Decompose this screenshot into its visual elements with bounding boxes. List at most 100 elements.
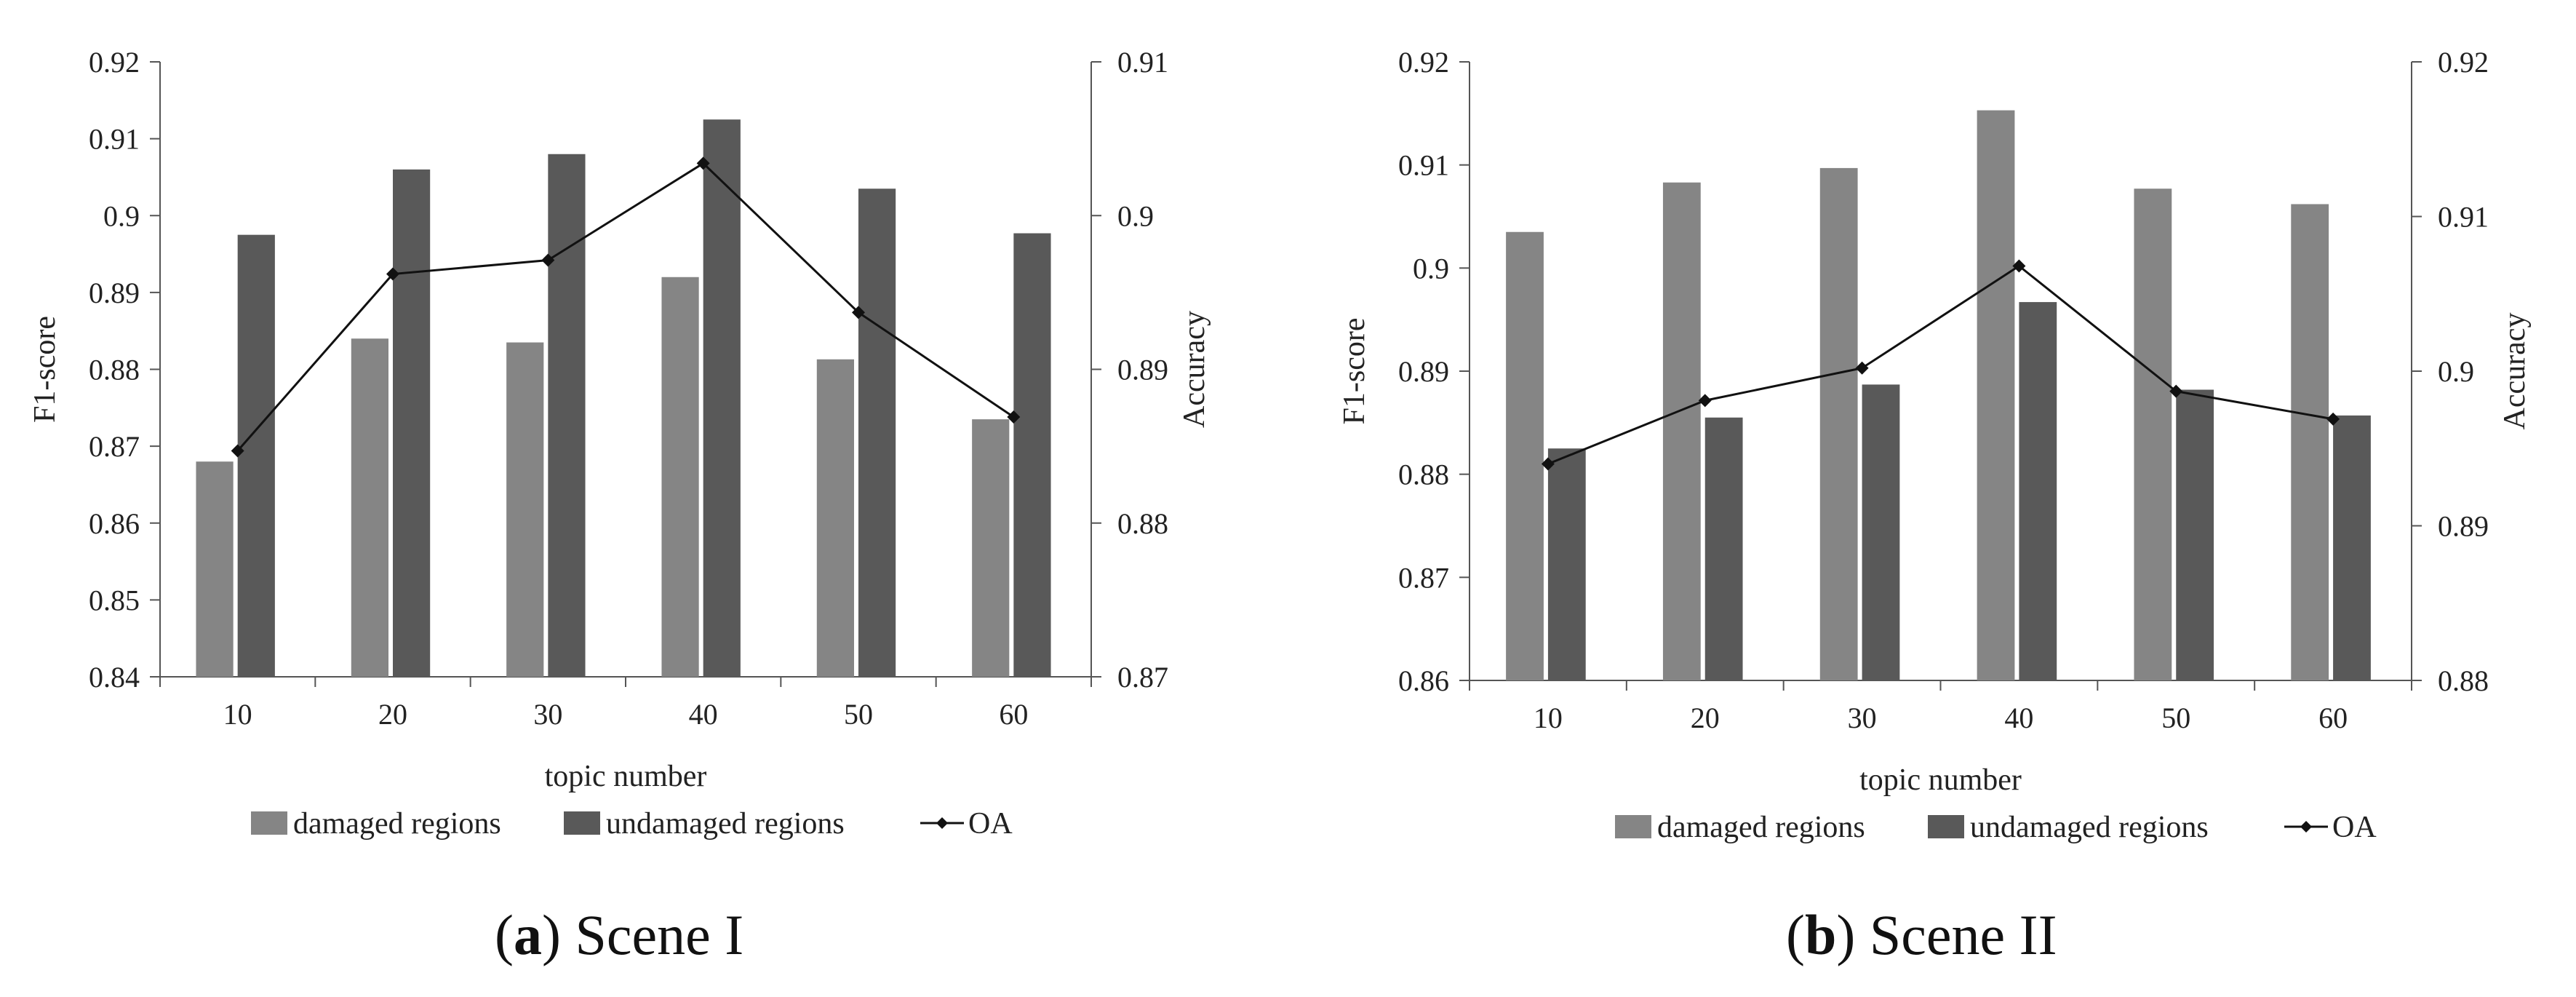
y2-axis-label: Accuracy	[2498, 313, 2532, 430]
bar-undamaged-regions	[2333, 415, 2371, 680]
legend-label: damaged regions	[1657, 811, 1865, 844]
caption-text: Scene I	[575, 903, 744, 966]
y-axis-label: F1-score	[1338, 318, 1371, 425]
bar-undamaged-regions	[1704, 417, 1743, 680]
chart-scene-2: 0.86 0.87 0.88 0.89 0.9 0.91 0.92 0.88 0.89 0.9 0.…	[1338, 46, 2532, 844]
left-y-tick-label: 0.87	[1398, 561, 1449, 594]
legend-swatch-damaged-regions	[1615, 815, 1651, 838]
right-y-tick-label: 0.9	[1117, 199, 1154, 232]
x-tick-label: 10	[1534, 702, 1563, 734]
oa-point	[231, 444, 244, 458]
caption-scene-1: (a) Scene I	[495, 903, 744, 966]
right-y-tick-label: 0.91	[1117, 46, 1168, 79]
oa-point	[2326, 412, 2340, 426]
right-y-tick-label: 0.89	[2438, 510, 2489, 543]
x-tick-label: 20	[378, 698, 407, 731]
left-y-tick-label: 0.89	[1398, 355, 1449, 388]
x-tick-label: 30	[1848, 702, 1877, 734]
bar-undamaged-regions	[1862, 384, 1900, 680]
bar-undamaged-regions	[393, 169, 431, 677]
legend-swatch-damaged-regions	[251, 811, 287, 835]
bar-damaged-regions	[351, 338, 388, 677]
oa-point	[1007, 410, 1021, 424]
left-y-tick-label: 0.91	[1398, 149, 1449, 182]
bar-damaged-regions	[1977, 110, 2015, 681]
left-y-tick-label: 0.86	[1398, 664, 1449, 697]
bar-undamaged-regions	[703, 119, 741, 677]
bar-undamaged-regions	[2019, 302, 2057, 680]
oa-line	[236, 162, 1015, 452]
legend-label: OA	[2332, 811, 2377, 844]
right-y-tick-label: 0.88	[1117, 507, 1168, 540]
left-y-tick-label: 0.88	[1398, 458, 1449, 491]
right-y-tick-label: 0.92	[2438, 46, 2489, 79]
legend-label: undamaged regions	[1970, 811, 2209, 844]
bar-damaged-regions	[506, 342, 544, 677]
oa-point	[2012, 259, 2026, 273]
x-tick-label: 60	[999, 698, 1028, 731]
left-y-tick-label: 0.88	[89, 354, 140, 386]
x-tick-label: 50	[2161, 702, 2190, 734]
left-y-tick-label: 0.85	[89, 584, 140, 616]
bar-damaged-regions	[1662, 182, 1701, 680]
oa-point	[2169, 384, 2183, 398]
left-y-tick-label: 0.92	[89, 46, 140, 79]
x-axis-label: topic number	[1859, 763, 2022, 797]
caption-letter: b	[1804, 903, 1837, 966]
oa-point	[386, 267, 399, 281]
oa-point	[1541, 457, 1555, 471]
caption-text: Scene II	[1869, 903, 2057, 966]
left-y-tick-label: 0.86	[89, 507, 140, 540]
chart-scene-1: 0.84 0.85 0.86 0.87 0.88 0.89 0.9 0.91 0.92 0.87 0…	[28, 46, 1211, 841]
bar-undamaged-regions	[1547, 448, 1586, 680]
chart-panel-scene-2: 0.86 0.87 0.88 0.89 0.9 0.91 0.92 0.88 0.89 0.9 0.…	[1288, 0, 2576, 873]
left-y-tick-label: 0.9	[103, 199, 140, 232]
legend-swatch-oa-marker	[936, 817, 948, 829]
bar-damaged-regions	[816, 359, 854, 677]
bar-undamaged-regions	[858, 188, 896, 677]
left-y-tick-label: 0.91	[89, 123, 140, 156]
left-y-tick-label: 0.9	[1413, 252, 1449, 285]
bar-damaged-regions	[196, 461, 234, 677]
x-tick-label: 40	[2004, 702, 2033, 734]
legend-swatch-undamaged-regions	[1928, 815, 1964, 838]
right-y-tick-label: 0.88	[2438, 664, 2489, 697]
bar-damaged-regions	[1506, 231, 1544, 680]
bar-damaged-regions	[972, 419, 1010, 677]
left-y-tick-label: 0.84	[89, 661, 140, 694]
right-y-tick-label: 0.91	[2438, 201, 2489, 234]
bar-undamaged-regions	[2176, 389, 2214, 680]
legend-label: undamaged regions	[606, 807, 845, 841]
chart-panel-scene-1: 0.84 0.85 0.86 0.87 0.88 0.89 0.9 0.91 0.92 0.87 0…	[0, 0, 1288, 873]
caption-scene-2: (b) Scene II	[1786, 903, 2057, 966]
oa-point	[696, 156, 710, 170]
x-tick-label: 20	[1691, 702, 1720, 734]
right-y-tick-label: 0.87	[1117, 661, 1168, 694]
oa-point	[541, 253, 555, 267]
x-axis-label: topic number	[545, 760, 707, 793]
bar-damaged-regions	[2134, 188, 2172, 680]
oa-point	[1855, 361, 1869, 375]
bar-damaged-regions	[661, 277, 699, 677]
legend-label: damaged regions	[293, 807, 501, 841]
left-y-tick-label: 0.87	[89, 430, 140, 463]
right-y-tick-label: 0.9	[2438, 355, 2474, 388]
right-y-tick-label: 0.89	[1117, 354, 1168, 386]
oa-line	[1547, 264, 2334, 465]
x-tick-label: 40	[689, 698, 718, 731]
bar-damaged-regions	[1819, 167, 1858, 680]
legend-swatch-oa-marker	[2300, 821, 2312, 833]
x-tick-label: 50	[844, 698, 873, 731]
left-y-tick-label: 0.89	[89, 277, 140, 309]
oa-point	[852, 306, 865, 319]
x-tick-label: 60	[2318, 702, 2348, 734]
legend-label: OA	[968, 807, 1013, 841]
bar-damaged-regions	[2291, 204, 2329, 680]
y2-axis-label: Accuracy	[1178, 311, 1211, 428]
x-tick-label: 10	[223, 698, 252, 731]
x-tick-label: 30	[533, 698, 562, 731]
bar-undamaged-regions	[237, 234, 275, 677]
bar-undamaged-regions	[1013, 233, 1051, 677]
y-axis-label: F1-score	[28, 316, 62, 423]
bar-undamaged-regions	[548, 154, 586, 677]
